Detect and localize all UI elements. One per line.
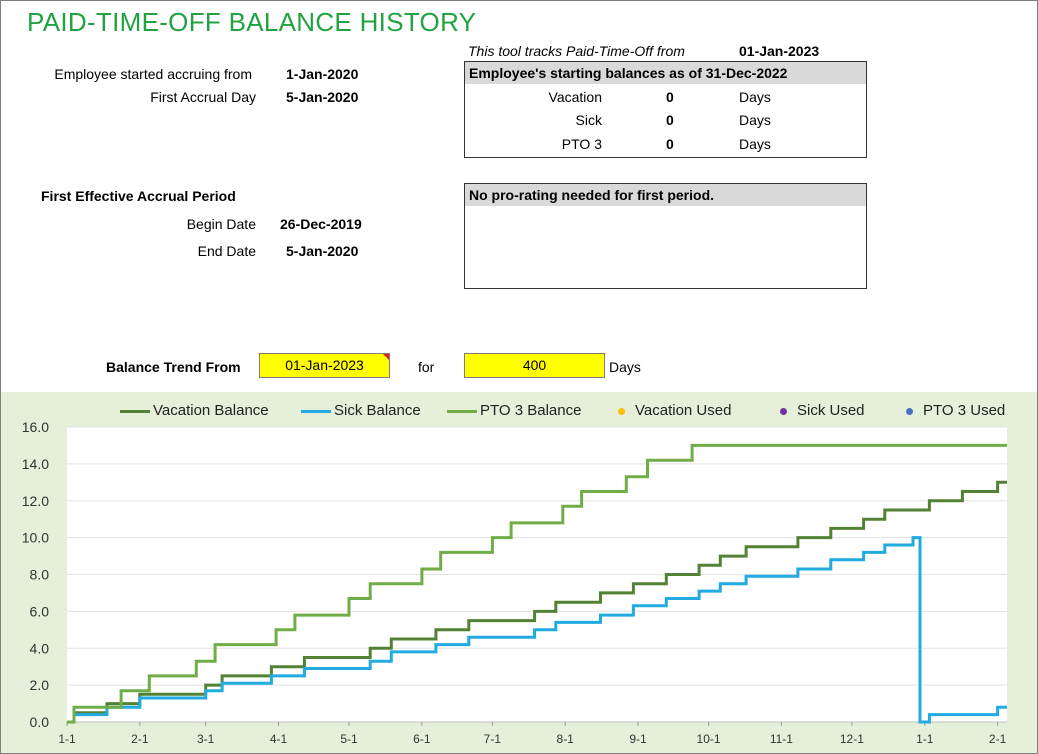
- legend-vacation-used[interactable]: Vacation Used: [618, 402, 731, 419]
- legend-line-icon: [120, 409, 150, 413]
- balance-pto3-value[interactable]: 0: [666, 136, 674, 152]
- y-tick-label: 14.0: [22, 456, 49, 472]
- y-tick-label: 0.0: [30, 714, 50, 730]
- accrue-start-value[interactable]: 1-Jan-2020: [286, 66, 359, 82]
- balance-sick-unit: Days: [739, 112, 771, 128]
- x-tick-label: 12-1: [840, 732, 864, 746]
- y-tick-label: 10.0: [22, 530, 49, 546]
- tracking-text: This tool tracks Paid-Time-Off from: [468, 43, 685, 59]
- prorating-note: No pro-rating needed for first period.: [465, 184, 866, 206]
- balance-vacation-value[interactable]: 0: [666, 89, 674, 105]
- series-line-vacation-balance[interactable]: [67, 480, 1007, 724]
- chart-plot: 0.0 2.0 4.0 6.0 8.0 10.0 12.0 14.0 16.0 1-1 2-1 3-1…: [22, 419, 1007, 746]
- starting-balances-box: Employee's starting balances as of 31-De…: [464, 61, 867, 158]
- x-tick-label: 10-1: [697, 732, 721, 746]
- end-date-label: End Date: [197, 243, 256, 259]
- y-tick-label: 4.0: [30, 640, 50, 656]
- x-tick-label: 2-1: [131, 732, 149, 746]
- prorating-box: No pro-rating needed for first period.: [464, 183, 867, 289]
- begin-date-value[interactable]: 26-Dec-2019: [280, 216, 362, 232]
- x-tick-label: 6-1: [413, 732, 431, 746]
- end-date-value[interactable]: 5-Jan-2020: [286, 243, 359, 259]
- begin-date-label: Begin Date: [186, 216, 256, 232]
- trend-from-input[interactable]: 01-Jan-2023: [259, 353, 390, 378]
- first-accrual-day-value[interactable]: 5-Jan-2020: [286, 89, 359, 105]
- tracking-date[interactable]: 01-Jan-2023: [739, 43, 820, 59]
- trend-label: Balance Trend From: [106, 359, 241, 375]
- y-tick-label: 12.0: [22, 493, 49, 509]
- legend-pto3-balance[interactable]: PTO 3 Balance: [447, 402, 581, 419]
- x-tick-label: 7-1: [484, 732, 502, 746]
- balance-sick-label: Sick: [575, 112, 602, 128]
- y-tick-label: 2.0: [30, 677, 50, 693]
- x-tick-label: 1-1: [58, 732, 76, 746]
- y-tick-label: 16.0: [22, 419, 49, 435]
- legend-marker-icon: [906, 407, 913, 415]
- legend-sick-balance[interactable]: Sick Balance: [301, 402, 421, 419]
- balance-vacation-label: Vacation: [548, 89, 602, 105]
- page-title: PAID-TIME-OFF BALANCE HISTORY: [27, 7, 477, 37]
- trend-days-unit: Days: [609, 359, 641, 375]
- first-accrual-day-label: First Accrual Day: [150, 89, 256, 105]
- starting-balances-header: Employee's starting balances as of 31-De…: [465, 62, 866, 84]
- y-tick-label: 8.0: [30, 567, 50, 583]
- x-tick-label: 11-1: [770, 732, 793, 746]
- trend-days-input[interactable]: 400: [464, 353, 605, 378]
- series-line-pto-3-balance[interactable]: [67, 443, 1007, 724]
- legend-marker-icon: [780, 407, 787, 415]
- x-tick-label: 2-1: [989, 732, 1007, 746]
- legend-pto3-used[interactable]: PTO 3 Used: [906, 402, 1005, 419]
- legend-line-icon: [301, 409, 331, 413]
- balance-pto3-label: PTO 3: [561, 136, 602, 152]
- accrue-start-label: Employee started accruing from: [54, 66, 252, 82]
- legend-line-icon: [447, 409, 477, 413]
- x-tick-label: 9-1: [629, 732, 647, 746]
- series-line-sick-balance[interactable]: [67, 536, 1007, 724]
- first-period-heading: First Effective Accrual Period: [41, 188, 236, 204]
- legend-marker-icon: [618, 407, 625, 415]
- y-tick-label: 6.0: [30, 603, 50, 619]
- x-tick-label: 8-1: [557, 732, 575, 746]
- x-tick-label: 4-1: [270, 732, 288, 746]
- legend-sick-used[interactable]: Sick Used: [780, 402, 865, 419]
- balance-sick-value[interactable]: 0: [666, 112, 674, 128]
- legend-vacation-balance[interactable]: Vacation Balance: [120, 402, 269, 419]
- trend-for-label: for: [418, 359, 435, 375]
- x-tick-label: 3-1: [197, 732, 215, 746]
- x-tick-label: 5-1: [340, 732, 358, 746]
- balance-pto3-unit: Days: [739, 136, 771, 152]
- trend-from-value: 01-Jan-2023: [285, 357, 364, 373]
- balance-vacation-unit: Days: [739, 89, 771, 105]
- balance-chart[interactable]: Vacation Balance Sick Balance PTO 3 Bala…: [1, 392, 1037, 753]
- comment-indicator-icon[interactable]: [383, 354, 389, 360]
- x-tick-label: 1-1: [916, 732, 934, 746]
